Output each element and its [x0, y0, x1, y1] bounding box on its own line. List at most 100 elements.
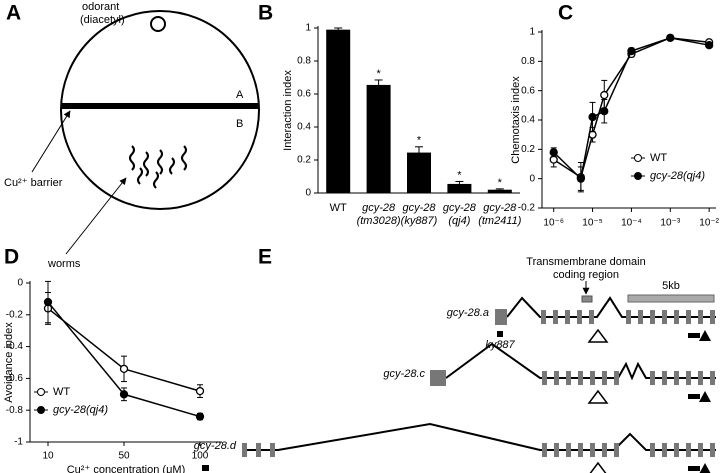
exon [710, 371, 715, 385]
exon [674, 371, 679, 385]
worms [129, 145, 187, 189]
annotation: * [457, 169, 462, 181]
y-tick-label: 0.2 [521, 144, 535, 155]
exon [554, 371, 559, 385]
x-axis-label: Cu²⁺ concentration (μM) [67, 464, 186, 473]
y-tick-label: -0.6 [6, 373, 24, 384]
exon [662, 371, 667, 385]
deletion-bar [688, 466, 700, 471]
bar [487, 189, 512, 193]
y-tick-label: 0 [17, 278, 23, 289]
x-tick-label: 10 [42, 451, 54, 462]
allele-label: ky887 [485, 339, 515, 351]
y-tick-label: 0.4 [297, 122, 311, 133]
x-tick-label: 10⁻³ [660, 218, 680, 229]
x-tick-label: gcy-28 [402, 202, 436, 214]
exon [495, 309, 507, 325]
exon [578, 443, 583, 457]
gene-label: gcy-28.a [447, 307, 489, 319]
y-tick-label: -0.2 [6, 309, 24, 320]
deletion-triangle [587, 328, 609, 343]
x-tick-label: 50 [118, 451, 130, 462]
point [627, 46, 636, 56]
exon [674, 443, 679, 457]
y-axis-label: Chemotaxis index [510, 76, 522, 164]
exon [553, 310, 558, 324]
x-tick-label: gcy-28 [443, 202, 477, 214]
point-triangle [699, 391, 711, 402]
y-tick-label: 0.4 [521, 115, 535, 126]
y-axis-label: Interaction index [282, 70, 294, 151]
barrier [61, 103, 259, 109]
odorant-label: odorant [82, 1, 119, 13]
gene-label: gcy-28.d [194, 440, 237, 452]
y-tick-label: -1 [14, 437, 23, 448]
x-tick-label: 10⁻⁵ [582, 218, 603, 229]
x-tick-label: gcy-28 [483, 202, 517, 214]
annotation: Transmembrane domain [526, 256, 645, 268]
point [576, 174, 586, 183]
x-tick-label: 100 [192, 451, 209, 462]
exon [710, 310, 715, 324]
exon [577, 310, 582, 324]
x-tick-label: WT [330, 202, 347, 214]
side-label: A [236, 89, 244, 101]
legend-label: gcy-28(qj4) [650, 170, 705, 182]
exon [256, 443, 261, 457]
point [119, 390, 129, 399]
bar [407, 152, 431, 193]
y-tick-label: 1 [529, 27, 535, 38]
annotation: * [376, 68, 381, 80]
legend-marker [37, 406, 45, 414]
exon [674, 310, 679, 324]
worms-label: worms [47, 258, 81, 270]
point [549, 148, 558, 157]
bar [366, 84, 391, 193]
exon [566, 371, 571, 385]
exon [638, 310, 643, 324]
x-tick-label: (tm2411) [478, 215, 522, 227]
allele-marker [497, 331, 503, 337]
exon [650, 310, 655, 324]
odorant-label: (diacetyl) [80, 14, 125, 26]
exon [686, 443, 691, 457]
plate-diagram: odorant (diacetyl) A B Cu²⁺ barrier worm… [4, 1, 260, 270]
side-label: B [236, 118, 243, 130]
scale-bar [627, 294, 715, 303]
exon [430, 370, 446, 386]
exon [541, 310, 546, 324]
point-triangle [699, 463, 711, 473]
exon [698, 371, 703, 385]
y-axis-label: Avoidance index [3, 322, 15, 403]
x-tick-label: 10⁻⁶ [543, 218, 564, 229]
bar [447, 183, 472, 193]
y-tick-label: 0.2 [297, 155, 311, 166]
arrow [31, 110, 71, 173]
panel-label: E [258, 246, 272, 269]
y-tick-label: 1 [305, 23, 311, 34]
panel-label: A [6, 2, 21, 25]
gene-label: gcy-28.c [383, 368, 425, 380]
deletion-triangle [587, 389, 609, 404]
panel-label: B [258, 2, 273, 25]
exon [270, 443, 275, 457]
panel-label: C [558, 2, 573, 25]
exon [686, 310, 691, 324]
intron [242, 422, 716, 451]
y-tick-label: 0.6 [297, 89, 311, 100]
line [553, 37, 710, 179]
legend-marker [634, 154, 642, 162]
intron [445, 342, 716, 381]
deletion-bar [688, 333, 700, 338]
exon [602, 371, 607, 385]
legend-marker [37, 388, 45, 396]
panel-label: D [4, 246, 19, 269]
scale-label: 5kb [662, 280, 680, 292]
intron [506, 296, 716, 318]
legend-marker [634, 172, 642, 180]
point-triangle [699, 330, 711, 341]
barrier-label: Cu²⁺ barrier [4, 177, 63, 189]
exon [614, 371, 619, 385]
exon [710, 443, 715, 457]
legend-label: gcy-28(qj4) [53, 404, 108, 416]
